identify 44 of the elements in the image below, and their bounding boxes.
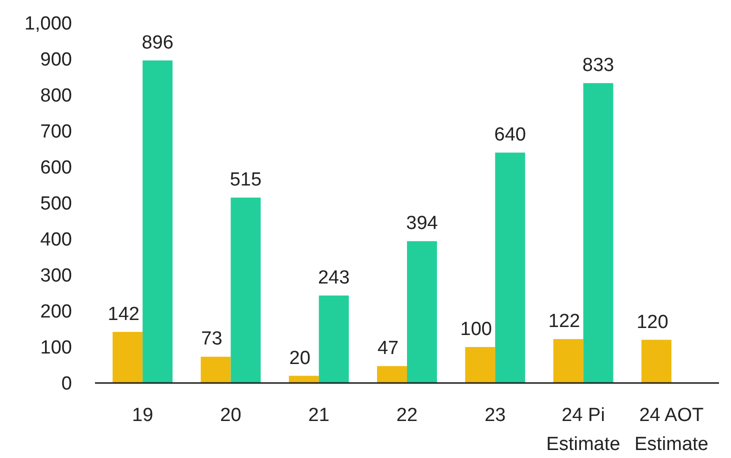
bar bbox=[200, 356, 231, 383]
y-tick-label: 0 bbox=[61, 374, 72, 395]
data-label: 122 bbox=[548, 311, 580, 332]
y-tick-label: 800 bbox=[40, 86, 72, 107]
data-label: 73 bbox=[201, 328, 222, 350]
bar bbox=[377, 366, 407, 383]
data-label: 243 bbox=[318, 268, 350, 289]
x-tick-label: 22 bbox=[396, 405, 418, 426]
bar bbox=[230, 198, 261, 383]
x-tick-label: 24 Pi Estimate bbox=[546, 405, 620, 455]
data-label: 833 bbox=[582, 55, 614, 76]
y-tick-label: 400 bbox=[40, 230, 72, 251]
bar bbox=[142, 60, 173, 383]
data-label: 142 bbox=[108, 304, 140, 325]
bar bbox=[641, 340, 672, 383]
bar bbox=[465, 347, 496, 383]
data-label: 47 bbox=[377, 338, 399, 360]
y-tick-label: 500 bbox=[40, 194, 72, 215]
bar bbox=[407, 241, 437, 383]
bar bbox=[112, 332, 143, 383]
x-tick-label: 20 bbox=[220, 405, 242, 426]
data-label: 515 bbox=[230, 170, 262, 191]
y-tick-label: 1,000 bbox=[24, 14, 72, 35]
data-label: 896 bbox=[142, 32, 174, 54]
y-tick-label: 300 bbox=[40, 266, 72, 287]
data-label: 100 bbox=[460, 319, 492, 340]
y-tick-label: 100 bbox=[40, 338, 72, 359]
y-tick-label: 900 bbox=[40, 50, 72, 71]
bar bbox=[288, 376, 319, 383]
bar bbox=[318, 296, 349, 383]
y-tick-label: 700 bbox=[40, 122, 72, 143]
x-tick-label: 24 AOT Estimate bbox=[634, 405, 708, 455]
data-label: 120 bbox=[636, 312, 668, 333]
x-tick-label: 19 bbox=[132, 405, 154, 426]
x-tick-label: 23 bbox=[484, 405, 506, 426]
y-tick-label: 200 bbox=[40, 302, 72, 323]
x-tick-label: 21 bbox=[308, 405, 330, 426]
y-tick-label: 600 bbox=[40, 158, 72, 179]
data-label: 394 bbox=[406, 213, 438, 234]
data-label: 20 bbox=[289, 348, 310, 369]
data-label: 640 bbox=[494, 124, 526, 146]
bar bbox=[495, 152, 526, 383]
bar bbox=[553, 339, 584, 383]
bar bbox=[583, 83, 614, 383]
